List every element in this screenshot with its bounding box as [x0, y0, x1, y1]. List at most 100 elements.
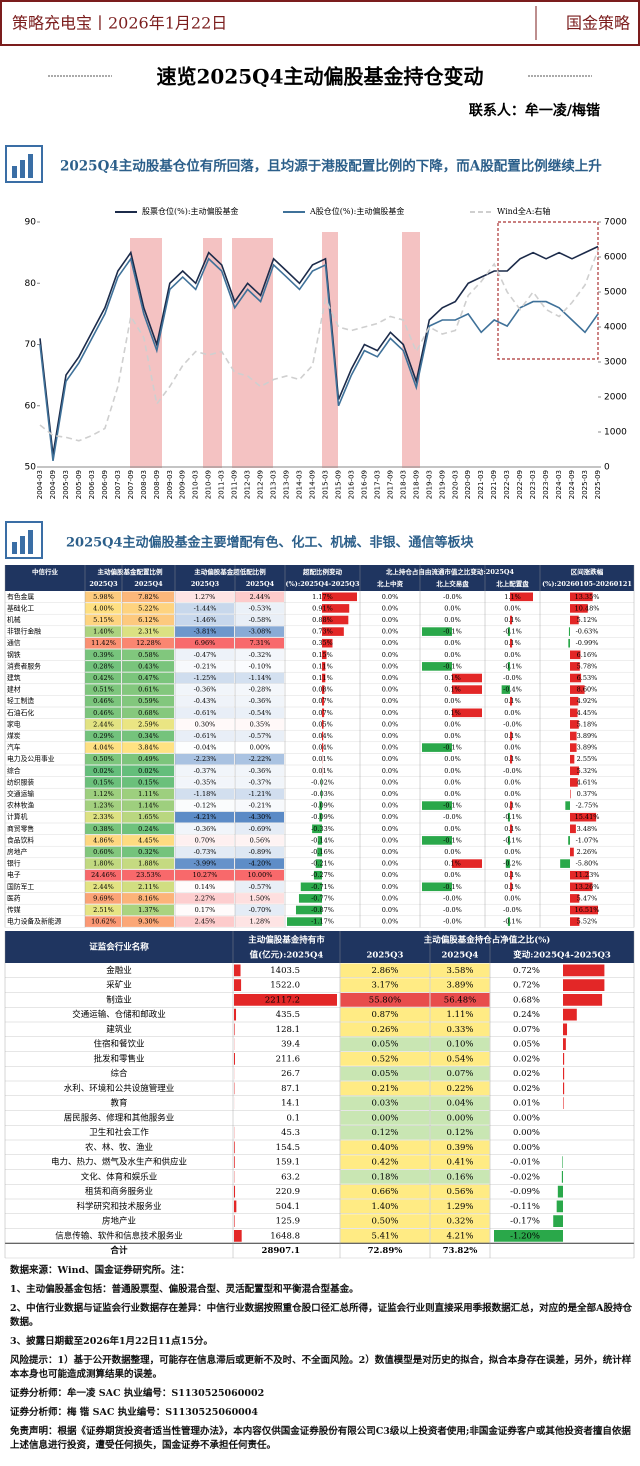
heat-cell [340, 1052, 430, 1066]
heat-cell [340, 1007, 430, 1022]
cell-value: -0.04% [194, 744, 217, 752]
cell-value: 435.5 [276, 1010, 300, 1020]
data-bar [234, 1053, 235, 1065]
cell-value: 0.0% [382, 860, 399, 868]
industry-name: 非银行金融 [7, 627, 41, 636]
data-bar [510, 696, 513, 706]
cell-value: 128.1 [276, 1025, 300, 1035]
cell-value: 0.03% [371, 1099, 398, 1109]
cell-value: 0.0% [382, 848, 399, 856]
heat-cell [175, 869, 234, 881]
heat-cell [85, 637, 121, 649]
data-bar [510, 731, 513, 741]
x-tick-label: 2011-09 [231, 470, 239, 499]
heat-cell [235, 835, 284, 846]
cell-value: 0.0% [382, 674, 399, 682]
cell-value: 0.0% [382, 628, 399, 636]
heat-cell [175, 637, 234, 649]
cell-value: 0.58% [138, 651, 159, 659]
heat-cell [235, 916, 284, 927]
cell-value: -0.1% [443, 628, 462, 636]
y2-tick-label: 5000 [604, 288, 627, 298]
cell-value: 0.88% [312, 616, 333, 624]
industry-name: 医药 [7, 893, 21, 902]
y2-tick-label: 7000 [604, 218, 627, 228]
contact: 联系人：牟一凌/梅锴 [469, 102, 600, 119]
heat-cell [122, 916, 174, 927]
heat-cell [235, 614, 284, 626]
heat-cell [122, 823, 174, 835]
heat-cell [85, 846, 121, 858]
data-bar [570, 685, 585, 694]
heat-cell [122, 614, 174, 626]
header-bar [0, 0, 640, 46]
industry-name: 综合 [110, 1068, 128, 1079]
heat-cell [430, 1170, 490, 1184]
data-bar [570, 720, 579, 729]
heat-cell [122, 730, 174, 742]
cell-value: 14.1 [281, 1099, 300, 1109]
cell-value: 0.0% [382, 616, 399, 624]
cell-value: 0.16% [446, 1172, 473, 1182]
cell-value: 1.27% [195, 593, 216, 601]
cell-value: 1.40% [371, 1202, 398, 1212]
cell-value: -0.1% [443, 802, 462, 810]
data-bar [570, 905, 598, 915]
data-bar [563, 1038, 566, 1050]
industry-name: 电力及公用事业 [7, 754, 55, 763]
cell-value: 10.27% [193, 871, 218, 879]
heat-cell [175, 765, 234, 777]
x-tick-label: 2010-03 [192, 470, 200, 499]
cell-value: 0.02% [138, 767, 159, 775]
cell-value: -2.75% [576, 802, 599, 810]
heat-cell [340, 1037, 430, 1051]
data-bar [570, 604, 588, 613]
data-bar [312, 824, 322, 834]
section-icon [5, 521, 43, 559]
heat-cell [235, 869, 284, 881]
cell-value: 0.1% [504, 697, 521, 705]
cell-value: 0.0% [382, 651, 399, 659]
cell-value: -0.35% [194, 778, 217, 786]
x-tick-label: 2022-03 [503, 470, 511, 499]
cell-value: -0.77% [311, 894, 334, 902]
cell-value: -0.73% [194, 848, 217, 856]
cell-value: 0.1% [504, 616, 521, 624]
data-bar [317, 836, 322, 845]
cell-value: 0.72% [513, 966, 540, 976]
heat-cell [85, 603, 121, 614]
cell-value: 0.0% [382, 778, 399, 786]
heat-cell [85, 835, 121, 846]
data-bar [422, 882, 452, 892]
data-bar [570, 673, 582, 683]
x-tick-label: 2007-09 [127, 470, 135, 499]
cell-value: -0.87% [311, 906, 334, 914]
heat-cell [122, 881, 174, 893]
data-bar [570, 789, 571, 799]
cell-value: 0.66% [371, 1187, 398, 1197]
cell-value: 1.11% [138, 790, 159, 798]
cell-value: -1.21% [249, 790, 272, 798]
x-tick-label: 2005-03 [62, 470, 70, 499]
table-header-label: 证监会行业名称 [89, 942, 149, 953]
cell-value: 5.15% [93, 616, 114, 624]
heat-cell [235, 742, 284, 753]
data-bar [234, 994, 337, 1006]
industry-name: 家电 [7, 719, 21, 728]
data-bar [234, 1023, 235, 1036]
cell-value: -0.0% [443, 918, 462, 926]
cell-value: 0.61% [138, 686, 159, 694]
cell-value: 0.26% [371, 1025, 398, 1035]
heat-cell [122, 788, 174, 800]
industry-name: 消费者服务 [7, 661, 41, 670]
data-bar [322, 650, 327, 660]
data-bar [322, 743, 324, 752]
cell-value: 0.0% [444, 720, 461, 728]
data-bar [322, 731, 324, 741]
cell-value: 1.14% [138, 802, 159, 810]
data-bar [563, 1053, 565, 1065]
total-label: 合计 [109, 1245, 128, 1256]
heat-cell [85, 649, 121, 661]
table-header-label: (%):2025Q4-2025Q3 [286, 580, 360, 588]
data-bar [570, 917, 580, 926]
